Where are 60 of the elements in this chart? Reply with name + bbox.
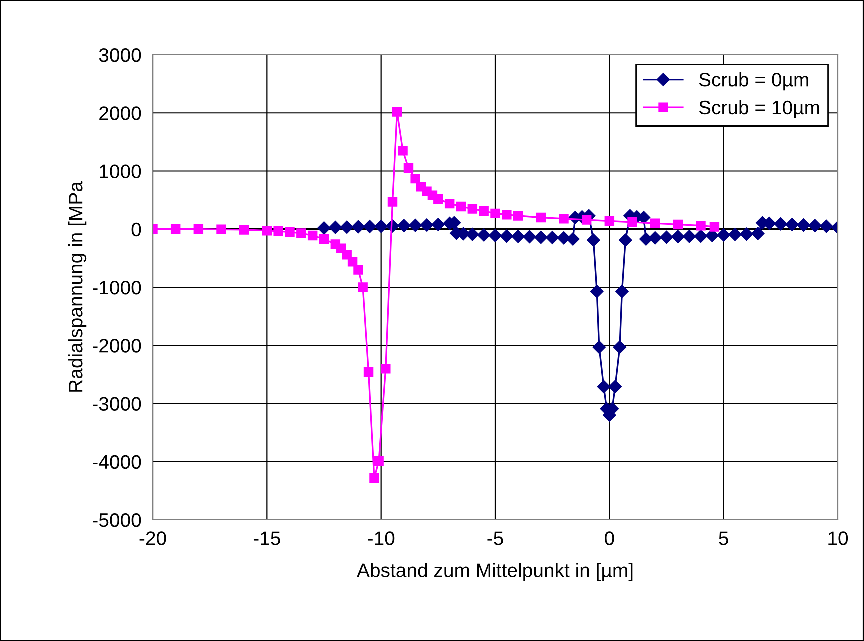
- point: [502, 210, 512, 220]
- x-tick-label: -20: [140, 532, 166, 546]
- point: [194, 224, 204, 234]
- point: [479, 206, 489, 216]
- point: [216, 224, 226, 235]
- point: [673, 220, 684, 230]
- point: [370, 473, 380, 484]
- y-tick-label: -4000: [93, 455, 142, 470]
- point: [319, 234, 330, 244]
- point: [710, 222, 720, 232]
- point: [348, 257, 358, 267]
- y-axis-title: Radialspannung in [MPa: [68, 182, 87, 392]
- point: [434, 194, 444, 204]
- point: [285, 227, 295, 238]
- x-tick-label: -5: [488, 532, 504, 546]
- point: [513, 211, 524, 221]
- point: [392, 107, 402, 117]
- point: [170, 224, 181, 234]
- y-tick-label: -3000: [93, 397, 142, 411]
- point: [398, 146, 408, 156]
- point: [468, 204, 478, 214]
- point: [388, 197, 398, 207]
- point: [308, 230, 318, 241]
- x-tick-label: 10: [828, 532, 848, 546]
- point: [296, 228, 306, 238]
- point: [354, 265, 364, 275]
- point: [604, 216, 615, 226]
- x-tick-label: -15: [254, 532, 280, 546]
- x-tick-label: 0: [605, 532, 614, 546]
- legend-label: Scrub = 10µm: [699, 100, 820, 118]
- point: [444, 198, 455, 209]
- x-axis-title: Abstand zum Mittelpunkt in [µm]: [357, 563, 633, 582]
- y-tick-label: -2000: [93, 339, 142, 353]
- y-tick-label: -5000: [93, 513, 142, 528]
- point: [490, 208, 500, 219]
- point: [358, 282, 368, 292]
- point: [239, 225, 250, 235]
- x-tick-label: -10: [368, 532, 395, 546]
- point: [342, 250, 352, 260]
- y-tick-label: 1000: [100, 164, 142, 178]
- point: [364, 368, 374, 378]
- point: [274, 226, 284, 236]
- point: [536, 212, 546, 223]
- point: [381, 364, 391, 374]
- point: [650, 218, 660, 228]
- y-tick-label: 0: [132, 222, 142, 237]
- y-tick-label: 2000: [100, 106, 142, 120]
- point: [410, 174, 420, 184]
- point: [456, 202, 466, 212]
- point: [559, 214, 569, 224]
- point: [582, 215, 592, 225]
- point: [404, 163, 414, 174]
- point: [628, 218, 638, 228]
- y-tick-label: -1000: [93, 280, 142, 295]
- legend-label: Scrub = 0µm: [699, 72, 808, 91]
- point: [696, 221, 706, 231]
- x-tick-label: 5: [719, 532, 728, 546]
- point: [374, 456, 384, 466]
- y-tick-label: 3000: [99, 48, 142, 62]
- point: [262, 226, 272, 236]
